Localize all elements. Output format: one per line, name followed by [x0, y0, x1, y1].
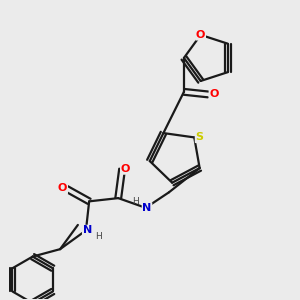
- Text: N: N: [82, 225, 92, 236]
- Text: O: O: [209, 89, 219, 99]
- Text: O: O: [58, 183, 68, 194]
- Text: H: H: [95, 232, 102, 242]
- Text: O: O: [196, 30, 206, 40]
- Text: N: N: [142, 203, 152, 213]
- Text: S: S: [195, 132, 203, 142]
- Text: O: O: [121, 164, 130, 174]
- Text: H: H: [132, 197, 139, 206]
